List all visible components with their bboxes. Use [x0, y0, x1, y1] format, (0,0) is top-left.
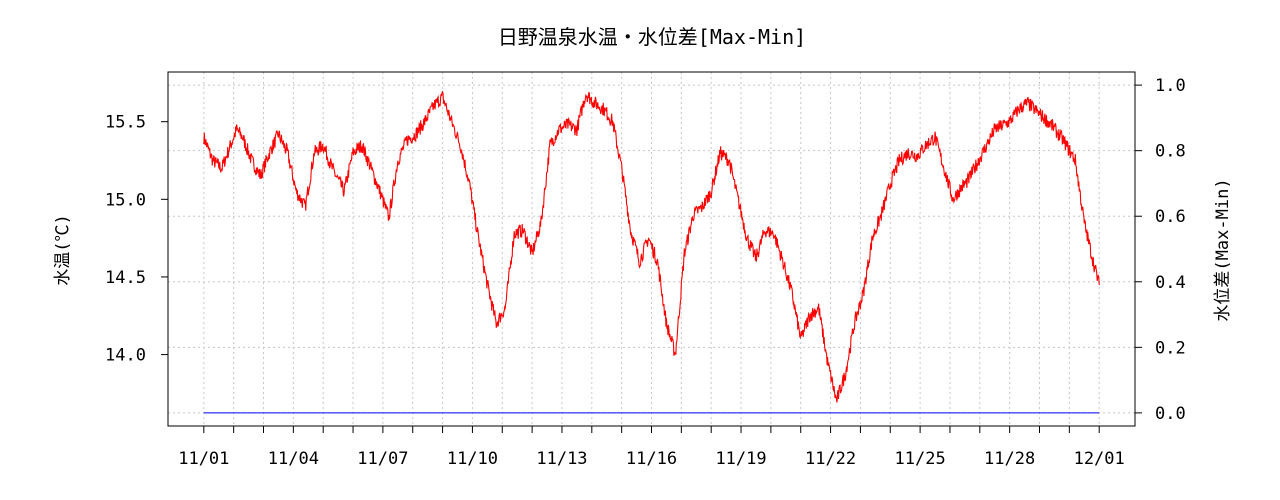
y2-tick-label: 1.0	[1155, 76, 1186, 96]
y-tick-label: 15.0	[105, 190, 146, 210]
y-axis-label: 水温(℃)	[53, 214, 73, 285]
y2-axis-label: 水位差(Max-Min)	[1213, 178, 1233, 321]
y2-tick-label: 0.2	[1155, 338, 1186, 358]
x-tick-label: 11/16	[626, 449, 677, 469]
chart-title: 日野温泉水温・水位差[Max-Min]	[498, 25, 806, 49]
x-tick-label: 11/25	[895, 449, 946, 469]
x-tick-label: 11/10	[447, 449, 498, 469]
grid-layer	[168, 72, 1135, 426]
axis-layer: 11/01 11/04 11/07 11/10 11/13 11/16 11/19 11/22…	[105, 76, 1186, 469]
y2-tick-label: 0.4	[1155, 273, 1186, 293]
x-tick-label: 11/01	[178, 449, 229, 469]
series-layer	[203, 90, 1100, 414]
x-tick-label: 12/01	[1074, 449, 1125, 469]
x-tick-label: 11/07	[357, 449, 408, 469]
x-tick-label: 11/19	[715, 449, 766, 469]
x-tick-label: 11/22	[805, 449, 856, 469]
y2-tick-label: 0.0	[1155, 404, 1186, 424]
y2-tick-label: 0.8	[1155, 142, 1186, 162]
water-temperature-line	[203, 90, 1100, 403]
y-tick-label: 15.5	[105, 113, 146, 133]
y-tick-label: 14.0	[105, 346, 146, 366]
y-tick-label: 14.5	[105, 268, 146, 288]
x-tick-label: 11/13	[536, 449, 587, 469]
x-tick-label: 11/28	[984, 449, 1035, 469]
x-tick-label: 11/04	[268, 449, 319, 469]
y2-tick-label: 0.6	[1155, 207, 1186, 227]
